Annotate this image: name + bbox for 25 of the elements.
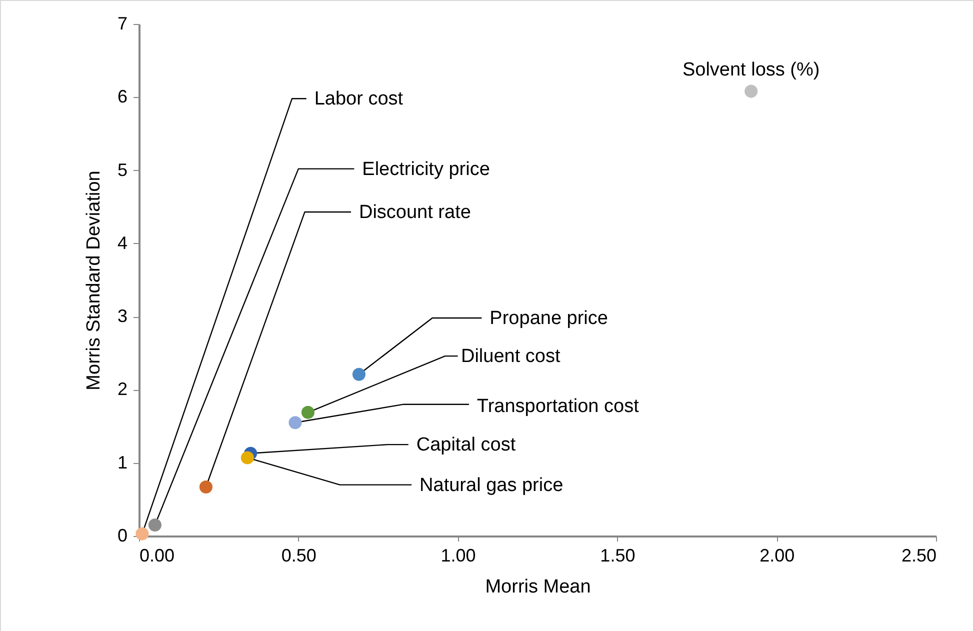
annotation: Labor cost <box>314 88 404 110</box>
annotation: Solvent loss (%) <box>682 59 820 80</box>
y-tick-label: 4 <box>117 232 128 253</box>
annotation: Capital cost <box>416 434 516 456</box>
y-tick-label: 6 <box>117 86 128 107</box>
y-tick-label: 7 <box>117 14 128 34</box>
x-axis-title: Morris Mean <box>485 576 591 598</box>
x-tick-label: 2.50 <box>901 546 936 566</box>
y-tick-label: 2 <box>117 379 128 400</box>
x-tick-label: 1.50 <box>600 546 636 566</box>
y-tick-label: 3 <box>117 306 128 326</box>
x-tick-label: 0.00 <box>140 546 175 566</box>
x-tick-label: 2.00 <box>760 546 795 566</box>
y-tick-label: 0 <box>117 526 128 546</box>
y-axis-title: Morris Standard Deviation <box>83 170 104 390</box>
annotation: Transportation cost <box>476 396 640 417</box>
annotation: Natural gas price <box>420 474 564 496</box>
annotation: Propane price <box>490 308 608 330</box>
x-tick-label: 0.50 <box>281 546 316 566</box>
y-tick-label: 1 <box>117 452 128 472</box>
y-tick-label: 5 <box>117 160 128 180</box>
annotation: Electricity price <box>362 158 490 180</box>
annotation: Diluent cost <box>460 346 561 368</box>
annotation: Discount rate <box>358 202 471 223</box>
x-tick-label: 1.00 <box>440 546 476 566</box>
